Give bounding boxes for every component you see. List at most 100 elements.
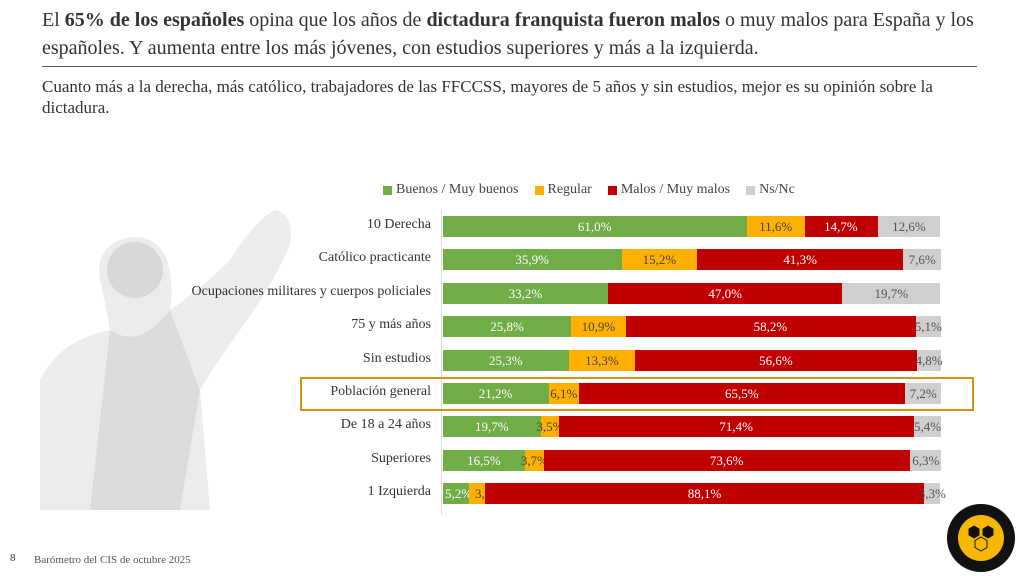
title-segment: opina que los años de [244,9,427,31]
legend-item: Malos / Muy malos [607,182,731,198]
data-label: 7,2% [909,386,937,401]
bar-segment [548,383,579,404]
category-label: Católico practicante [318,250,431,266]
data-label: 4,8% [915,352,943,368]
data-label: 65,5% [725,386,759,401]
bar-segment [905,383,941,404]
data-label: 41,3% [783,252,817,268]
data-label: 58,2% [753,319,788,335]
bar-segment [924,483,941,505]
data-label: 14,7% [824,219,858,234]
bar-segment [903,249,941,271]
data-label: 5,1% [914,319,942,335]
header: El 65% de los españoles opina que los añ… [42,6,982,118]
bar-segment [746,216,805,237]
bar-segment [468,483,486,505]
data-label: 6,1% [550,386,578,401]
bar-segment [915,316,941,338]
bar-segment [914,416,941,438]
legend-label: Buenos / Muy buenos [396,182,519,197]
colmena-de-datos-logo [947,504,1015,572]
legend-label: Malos / Muy malos [620,182,731,197]
data-label: 3,5% [536,419,564,435]
legend-item: Buenos / Muy buenos [383,182,519,198]
title-segment: dictadura franquista fueron malos [426,9,720,31]
bar-segment [541,416,559,438]
page-number: 8 [10,552,16,564]
bar-segment [543,449,911,471]
data-label: 5,2% [445,486,473,502]
data-label: 61,0% [577,219,612,234]
category-label: De 18 a 24 años [340,417,431,433]
data-label: 88,1% [687,486,722,502]
data-label: 6,3% [912,452,940,468]
bar-segment [558,416,915,438]
legend-item: Ns/Nc [746,182,795,198]
data-label: 47,0% [708,285,742,301]
legend-swatch [607,185,617,195]
data-label: 73,6% [709,452,744,468]
data-label: 10,9% [581,319,616,335]
data-label: 11,6% [759,219,793,234]
category-label: Ocupaciones militares y cuerpos policial… [191,283,431,299]
bar-segment [525,449,544,471]
bar-segment [877,216,941,237]
data-label: 21,2% [478,386,513,401]
chart-legend: Buenos / Muy buenos Regular Malos / Muy ma… [383,182,795,198]
category-label: Sin estudios [362,350,431,366]
legend-label: Ns/Nc [759,182,795,197]
data-label: 25,3% [488,352,523,368]
portrait-photo [40,210,291,510]
data-label: 13,3% [585,352,619,368]
title-divider [42,66,977,67]
data-label: 35,9% [515,252,549,268]
category-label: 10 Derecha [366,217,431,232]
legend-label: Regular [547,182,592,197]
legend-swatch [746,185,756,195]
bar-segment [443,316,572,338]
data-label: 71,4% [719,419,753,435]
bar-segment [621,249,698,271]
page-subtitle: Cuanto más a la derecha, más católico, t… [42,77,933,117]
data-label: 56,6% [759,352,793,368]
title-segment: 65% de los españoles [64,9,245,31]
legend-swatch [383,185,392,195]
bar-segment [443,249,622,271]
source-note: Barómetro del CIS de octubre 2025 [34,554,191,566]
bar-segment [842,282,941,304]
data-label: 15,2% [642,252,677,268]
data-label: 12,6% [892,219,926,234]
data-label: 5,4% [914,419,942,435]
legend-item: Regular [534,182,592,198]
bar-segment [443,416,542,438]
bar-segment [485,483,925,505]
bar-segment [917,349,941,371]
category-label: Superiores [371,450,431,466]
bar-segment [568,349,636,371]
category-label: 75 y más años [351,317,431,333]
page-title: El 65% de los españoles opina que los añ… [42,6,982,62]
bar-segment [443,483,469,505]
data-label: 19,7% [475,419,509,435]
bar-segment [578,383,906,404]
data-label: 3,3% [918,486,946,502]
bar-segment [571,316,626,338]
data-label: 25,8% [490,319,524,335]
data-label: 3,7% [520,452,548,468]
bar-segment [910,449,942,471]
highlight-box [300,377,974,411]
bar-segment [443,349,569,371]
title-segment: o muy malos para España y los españoles.… [42,9,974,59]
category-axis [441,210,442,515]
bar-segment [443,282,609,304]
bar-segment [443,383,549,404]
bar-segment [635,349,918,371]
data-label: 7,6% [908,252,936,268]
bar-segment [625,316,916,338]
bar-segment [443,449,526,471]
bar-segment [608,282,843,304]
category-label: Población general [330,384,431,399]
legend-swatch [534,185,544,195]
bar-segment [443,216,747,237]
category-label: 1 Izquierda [367,484,431,500]
